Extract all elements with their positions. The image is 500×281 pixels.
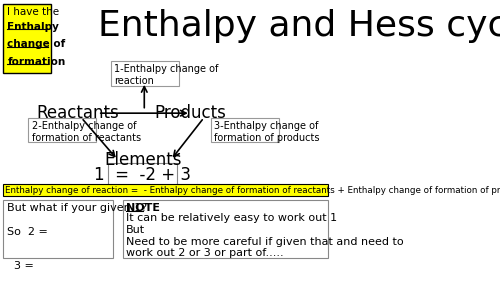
FancyBboxPatch shape [111,61,179,86]
Text: change of: change of [8,39,66,49]
Text: NOTE: NOTE [126,203,160,214]
Text: Reactants: Reactants [36,104,119,122]
Text: 1-Enthalpy change of
reaction: 1-Enthalpy change of reaction [114,64,219,86]
FancyBboxPatch shape [4,184,328,196]
FancyBboxPatch shape [108,163,178,186]
Text: Elements: Elements [104,151,182,169]
Text: 2-Enthalpy change of
formation of reactants: 2-Enthalpy change of formation of reacta… [32,121,140,143]
Text: It can be relatively easy to work out 1
But
Need to be more careful if given tha: It can be relatively easy to work out 1 … [126,213,404,258]
Text: 3-Enthalpy change of
formation of products: 3-Enthalpy change of formation of produc… [214,121,320,143]
Text: Enthalpy and Hess cycle: Enthalpy and Hess cycle [98,9,500,43]
FancyBboxPatch shape [4,200,113,258]
Text: 1  =  -2 + 3: 1 = -2 + 3 [94,166,191,183]
Text: Enthalpy: Enthalpy [8,22,59,31]
FancyBboxPatch shape [4,4,51,73]
Text: But what if your given 1?

So  2 =


  3 =: But what if your given 1? So 2 = 3 = [6,203,147,271]
FancyBboxPatch shape [28,118,96,142]
FancyBboxPatch shape [210,118,278,142]
FancyBboxPatch shape [122,200,328,258]
Text: I have the: I have the [8,7,60,17]
Text: formation: formation [8,57,66,67]
Text: Enthalpy change of reaction =  - Enthalpy change of formation of reactants + Ent: Enthalpy change of reaction = - Enthalpy… [5,186,500,195]
Text: Products: Products [155,104,226,122]
